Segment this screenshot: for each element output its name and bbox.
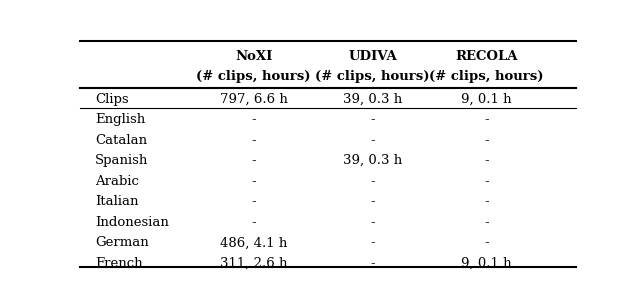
- Text: -: -: [484, 175, 489, 188]
- Text: -: -: [484, 195, 489, 208]
- Text: Spanish: Spanish: [95, 154, 148, 167]
- Text: Catalan: Catalan: [95, 134, 147, 147]
- Text: -: -: [252, 216, 256, 229]
- Text: (# clips, hours): (# clips, hours): [316, 70, 430, 83]
- Text: (# clips, hours): (# clips, hours): [429, 70, 544, 83]
- Text: -: -: [484, 216, 489, 229]
- Text: 39, 0.3 h: 39, 0.3 h: [343, 93, 403, 106]
- Text: -: -: [371, 113, 375, 126]
- Text: English: English: [95, 113, 145, 126]
- Text: -: -: [252, 113, 256, 126]
- Text: 9, 0.1 h: 9, 0.1 h: [461, 257, 512, 270]
- Text: French: French: [95, 257, 143, 270]
- Text: -: -: [484, 154, 489, 167]
- Text: Italian: Italian: [95, 195, 138, 208]
- Text: -: -: [371, 175, 375, 188]
- Text: -: -: [371, 216, 375, 229]
- Text: NoXI: NoXI: [235, 50, 272, 63]
- Text: 797, 6.6 h: 797, 6.6 h: [220, 93, 287, 106]
- Text: -: -: [484, 236, 489, 249]
- Text: 311, 2.6 h: 311, 2.6 h: [220, 257, 287, 270]
- Text: RECOLA: RECOLA: [456, 50, 518, 63]
- Text: Arabic: Arabic: [95, 175, 139, 188]
- Text: German: German: [95, 236, 148, 249]
- Text: (# clips, hours): (# clips, hours): [196, 70, 311, 83]
- Text: Clips: Clips: [95, 93, 129, 106]
- Text: -: -: [484, 113, 489, 126]
- Text: -: -: [371, 236, 375, 249]
- Text: Indonesian: Indonesian: [95, 216, 169, 229]
- Text: 39, 0.3 h: 39, 0.3 h: [343, 154, 403, 167]
- Text: -: -: [252, 195, 256, 208]
- Text: UDIVA: UDIVA: [348, 50, 397, 63]
- Text: -: -: [371, 257, 375, 270]
- Text: -: -: [252, 154, 256, 167]
- Text: 9, 0.1 h: 9, 0.1 h: [461, 93, 512, 106]
- Text: -: -: [252, 175, 256, 188]
- Text: -: -: [371, 195, 375, 208]
- Text: 486, 4.1 h: 486, 4.1 h: [220, 236, 287, 249]
- Text: -: -: [371, 134, 375, 147]
- Text: -: -: [252, 134, 256, 147]
- Text: -: -: [484, 134, 489, 147]
